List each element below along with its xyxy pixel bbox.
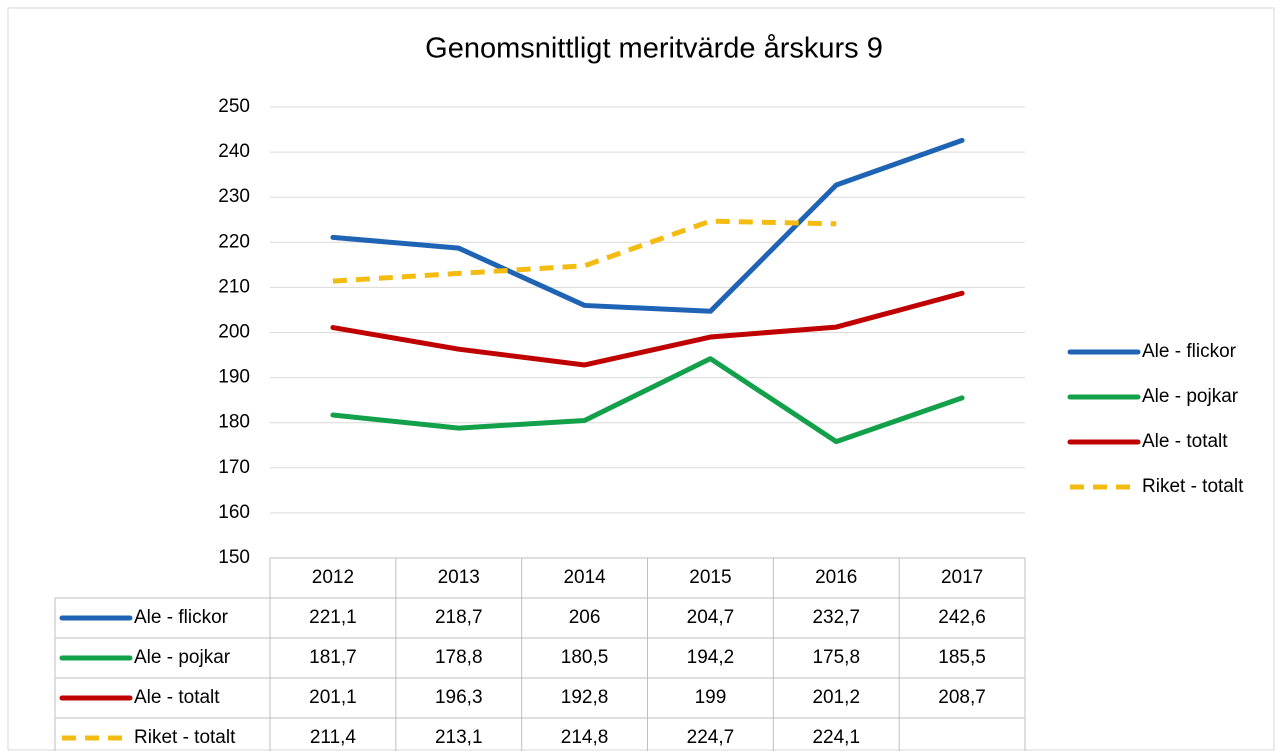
table-value: 224,1 [812,727,860,748]
y-tick-label: 190 [218,367,250,388]
y-tick-label: 150 [218,547,250,568]
y-tick-label: 170 [218,457,250,478]
y-tick-label: 200 [218,322,250,343]
y-tick-label: 250 [218,96,250,117]
table-value: 242,6 [938,607,986,628]
y-tick-label: 160 [218,502,250,523]
table-value: 201,1 [309,687,357,708]
x-tick-label: 2017 [941,567,983,588]
table-value: 221,1 [309,607,357,628]
y-tick-label: 240 [218,141,250,162]
table-row-label: Ale - flickor [134,607,229,628]
chart-border [7,7,1275,751]
series-line [330,356,965,445]
table-value: 181,7 [309,647,357,668]
x-tick-label: 2015 [689,567,731,588]
table-value: 206 [569,607,601,628]
table-row-label: Ale - pojkar [134,647,231,668]
table-value: 224,7 [687,727,735,748]
table-value: 232,7 [812,607,860,628]
table-value: 175,8 [812,647,860,668]
series-line [330,290,965,368]
y-tick-label: 230 [218,186,250,207]
table-value: 185,5 [938,647,986,668]
table-value: 180,5 [561,647,609,668]
legend-label: Ale - flickor [1142,341,1237,362]
table-value: 214,8 [561,727,609,748]
table-value: 192,8 [561,687,609,708]
y-tick-label: 210 [218,276,250,297]
x-tick-label: 2013 [438,567,480,588]
table-row-label: Riket - totalt [134,727,236,748]
table-value: 199 [695,687,727,708]
table-value: 213,1 [435,727,483,748]
table-value: 201,2 [812,687,860,708]
series-line [332,218,837,284]
table-value: 196,3 [435,687,483,708]
legend-label: Ale - totalt [1142,431,1228,452]
y-tick-label: 180 [218,412,250,433]
series-line [330,137,965,314]
table-value: 178,8 [435,647,483,668]
table-value: 194,2 [687,647,735,668]
table-value: 218,7 [435,607,483,628]
table-value: 204,7 [687,607,735,628]
x-tick-label: 2012 [312,567,354,588]
y-tick-label: 220 [218,231,250,252]
chart-title: Genomsnittligt meritvärde årskurs 9 [425,33,883,65]
table-row-label: Ale - totalt [134,687,220,708]
table-value: 208,7 [938,687,986,708]
x-tick-label: 2016 [815,567,857,588]
x-tick-label: 2014 [563,567,606,588]
legend-label: Ale - pojkar [1142,386,1239,407]
legend-label: Riket - totalt [1142,476,1244,497]
table-value: 211,4 [310,727,357,748]
